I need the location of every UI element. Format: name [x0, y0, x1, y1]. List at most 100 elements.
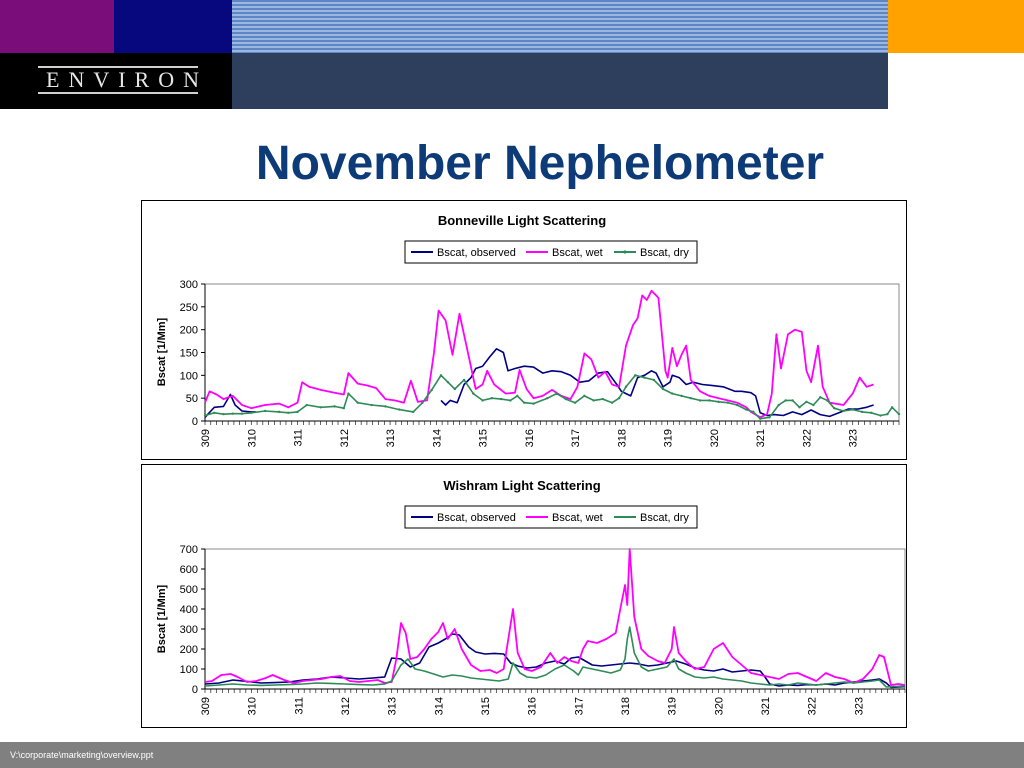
- series-point: [671, 392, 674, 395]
- series-point: [784, 399, 787, 402]
- series-point: [384, 405, 387, 408]
- series-point: [833, 407, 836, 410]
- x-tick-label: 323: [848, 429, 860, 447]
- series-point: [583, 394, 586, 398]
- x-tick-label: 319: [667, 697, 679, 715]
- series-point: [610, 401, 614, 404]
- series-point: [826, 399, 829, 402]
- legend-box: [404, 240, 698, 264]
- x-tick-label: 314: [433, 697, 445, 715]
- wishram-chart: Wishram Light Scattering Bscat, observed B…: [141, 464, 907, 728]
- series-line-bscat-wet: [204, 548, 906, 686]
- series-point: [472, 392, 475, 395]
- series-point: [745, 408, 748, 411]
- series-point: [842, 409, 845, 413]
- x-tick-label: 311: [293, 429, 305, 447]
- x-tick-label: 315: [478, 429, 490, 447]
- series-point: [555, 392, 558, 395]
- series-point: [412, 410, 415, 414]
- plot-area: [204, 283, 900, 422]
- series-point: [592, 399, 595, 402]
- y-tick-label: 50: [186, 393, 198, 405]
- series-point: [430, 388, 433, 392]
- x-tick-label: 310: [247, 697, 259, 715]
- y-tick-label: 300: [180, 624, 198, 636]
- series-point: [897, 412, 901, 416]
- x-tick-label: 316: [524, 429, 536, 447]
- series-point: [661, 387, 665, 391]
- series-point: [356, 401, 359, 404]
- x-tick-label: 321: [760, 697, 772, 715]
- series-point: [689, 396, 692, 400]
- chart-title: Wishram Light Scattering: [443, 478, 600, 493]
- series-point: [798, 406, 801, 409]
- y-tick-label: 300: [180, 279, 198, 291]
- series-point: [643, 376, 646, 379]
- y-tick-label: 0: [192, 684, 198, 696]
- series-point: [250, 411, 253, 414]
- chart-legend: Bscat, observed Bscat, wet Bscat, dry: [404, 240, 698, 264]
- legend-label: Bscat, wet: [552, 247, 603, 259]
- bonneville-chart-svg: Bonneville Light Scattering Bscat, observ…: [156, 213, 901, 447]
- y-tick-label: 400: [180, 604, 198, 616]
- series-point: [203, 414, 207, 417]
- series-point: [277, 410, 281, 414]
- series-point: [546, 396, 549, 400]
- series-point: [752, 410, 755, 414]
- header-orange-block: [888, 0, 1024, 53]
- series-point: [624, 385, 628, 388]
- series-line-bscat-dry: [204, 626, 906, 688]
- series-point: [886, 412, 889, 416]
- series-point: [717, 400, 720, 404]
- x-tick-label: 320: [713, 697, 725, 715]
- x-tick-label: 323: [853, 697, 865, 715]
- series-point: [805, 400, 808, 404]
- legend-label: Bscat, observed: [437, 247, 516, 259]
- series-point: [481, 399, 484, 402]
- series-point: [634, 374, 637, 377]
- series-point: [398, 408, 401, 411]
- series-point: [287, 411, 290, 414]
- x-tick-label: 309: [200, 429, 212, 447]
- y-axis-label: Bscat [1/Mm]: [156, 584, 168, 653]
- series-line-bscat-observed: [440, 348, 874, 418]
- x-tick-label: 313: [385, 429, 397, 447]
- series-line-bscat-observed: [204, 633, 906, 689]
- series-point: [296, 410, 299, 414]
- series-point: [601, 397, 605, 401]
- series-point: [890, 406, 894, 409]
- x-tick-label: 312: [339, 429, 351, 447]
- x-tick-label: 314: [431, 429, 443, 447]
- legend-box: [404, 505, 698, 529]
- series-point: [499, 397, 503, 401]
- series-point: [439, 374, 443, 377]
- y-tick-label: 250: [180, 302, 198, 314]
- x-tick-label: 317: [570, 429, 582, 447]
- logo-background: [0, 53, 232, 109]
- series-point: [726, 401, 730, 404]
- series-point: [617, 396, 621, 400]
- x-tick-label: 315: [480, 697, 492, 715]
- legend-label: Bscat, wet: [552, 512, 603, 524]
- legend-label: Bscat, dry: [640, 247, 689, 259]
- x-tick-label: 321: [755, 429, 767, 447]
- series-point: [421, 401, 424, 404]
- environ-logo: ENVIRON: [38, 66, 199, 94]
- series-point: [490, 396, 494, 400]
- series-point: [564, 397, 568, 401]
- header-navy-block: [114, 0, 232, 53]
- series-point: [342, 407, 345, 410]
- footer-file-path: V:\corporate\marketing\overview.ppt: [10, 750, 154, 760]
- series-point: [516, 394, 519, 398]
- series-point: [652, 378, 655, 382]
- series-point: [370, 403, 373, 407]
- y-tick-label: 150: [180, 348, 198, 360]
- y-tick-label: 600: [180, 564, 198, 576]
- bonneville-chart: Bonneville Light Scattering Bscat, observ…: [141, 200, 907, 460]
- x-tick-label: 313: [387, 697, 399, 715]
- plot-area: [204, 548, 906, 690]
- series-point: [860, 410, 864, 414]
- series-point: [819, 396, 822, 399]
- y-tick-label: 700: [180, 544, 198, 556]
- y-tick-label: 100: [180, 370, 198, 382]
